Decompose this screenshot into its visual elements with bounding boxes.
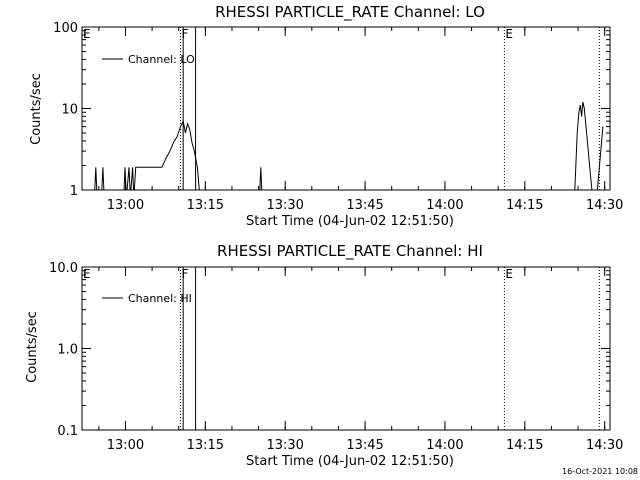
y-tick-label: 1.0 bbox=[57, 343, 78, 358]
footer-timestamp: 16-Oct-2021 10:08 bbox=[562, 467, 638, 476]
event-marker-label: E bbox=[505, 267, 513, 281]
event-marker-label: E bbox=[505, 27, 513, 41]
y-tick-label: 10.0 bbox=[49, 261, 78, 276]
event-marker-label: E bbox=[83, 267, 91, 281]
chart-title: RHESSI PARTICLE_RATE Channel: HI bbox=[217, 242, 483, 261]
x-tick-label: 13:00 bbox=[107, 198, 144, 213]
plot-frame bbox=[81, 26, 611, 191]
series-line bbox=[94, 101, 604, 190]
chart-title: RHESSI PARTICLE_RATE Channel: LO bbox=[215, 3, 485, 22]
event-marker-label: E bbox=[83, 27, 91, 41]
x-tick-label: 14:30 bbox=[586, 438, 623, 453]
lo-channel-panel: RHESSI PARTICLE_RATE Channel: LO Start T… bbox=[29, 3, 623, 229]
x-tick-label: 13:45 bbox=[346, 198, 383, 213]
y-axis-label: Counts/sec bbox=[25, 311, 40, 383]
x-tick-label: 14:00 bbox=[426, 438, 463, 453]
event-marker-label: F bbox=[182, 267, 189, 281]
event-marker-label: F bbox=[182, 27, 189, 41]
legend-label: Channel: LO bbox=[128, 53, 195, 66]
x-tick-label: 14:15 bbox=[506, 198, 543, 213]
x-axis-label: Start Time (04-Jun-02 12:51:50) bbox=[246, 454, 454, 469]
legend-label: Channel: HI bbox=[128, 292, 192, 305]
x-tick-label: 14:00 bbox=[426, 198, 463, 213]
y-tick-label: 1 bbox=[70, 184, 78, 199]
x-tick-label: 13:45 bbox=[346, 438, 383, 453]
x-tick-label: 13:00 bbox=[107, 438, 144, 453]
x-tick-label: 13:30 bbox=[266, 198, 303, 213]
hi-channel-panel: RHESSI PARTICLE_RATE Channel: HI Start T… bbox=[25, 242, 623, 469]
x-tick-label: 13:15 bbox=[187, 438, 224, 453]
x-tick-label: 14:30 bbox=[586, 198, 623, 213]
x-tick-label: 14:15 bbox=[506, 438, 543, 453]
y-tick-label: 0.1 bbox=[57, 424, 78, 439]
y-tick-label: 100 bbox=[53, 21, 78, 36]
x-axis-label: Start Time (04-Jun-02 12:51:50) bbox=[246, 214, 454, 229]
y-axis-label: Counts/sec bbox=[29, 73, 44, 145]
x-tick-label: 13:30 bbox=[266, 438, 303, 453]
y-tick-label: 10 bbox=[61, 103, 78, 118]
x-tick-label: 13:15 bbox=[187, 198, 224, 213]
